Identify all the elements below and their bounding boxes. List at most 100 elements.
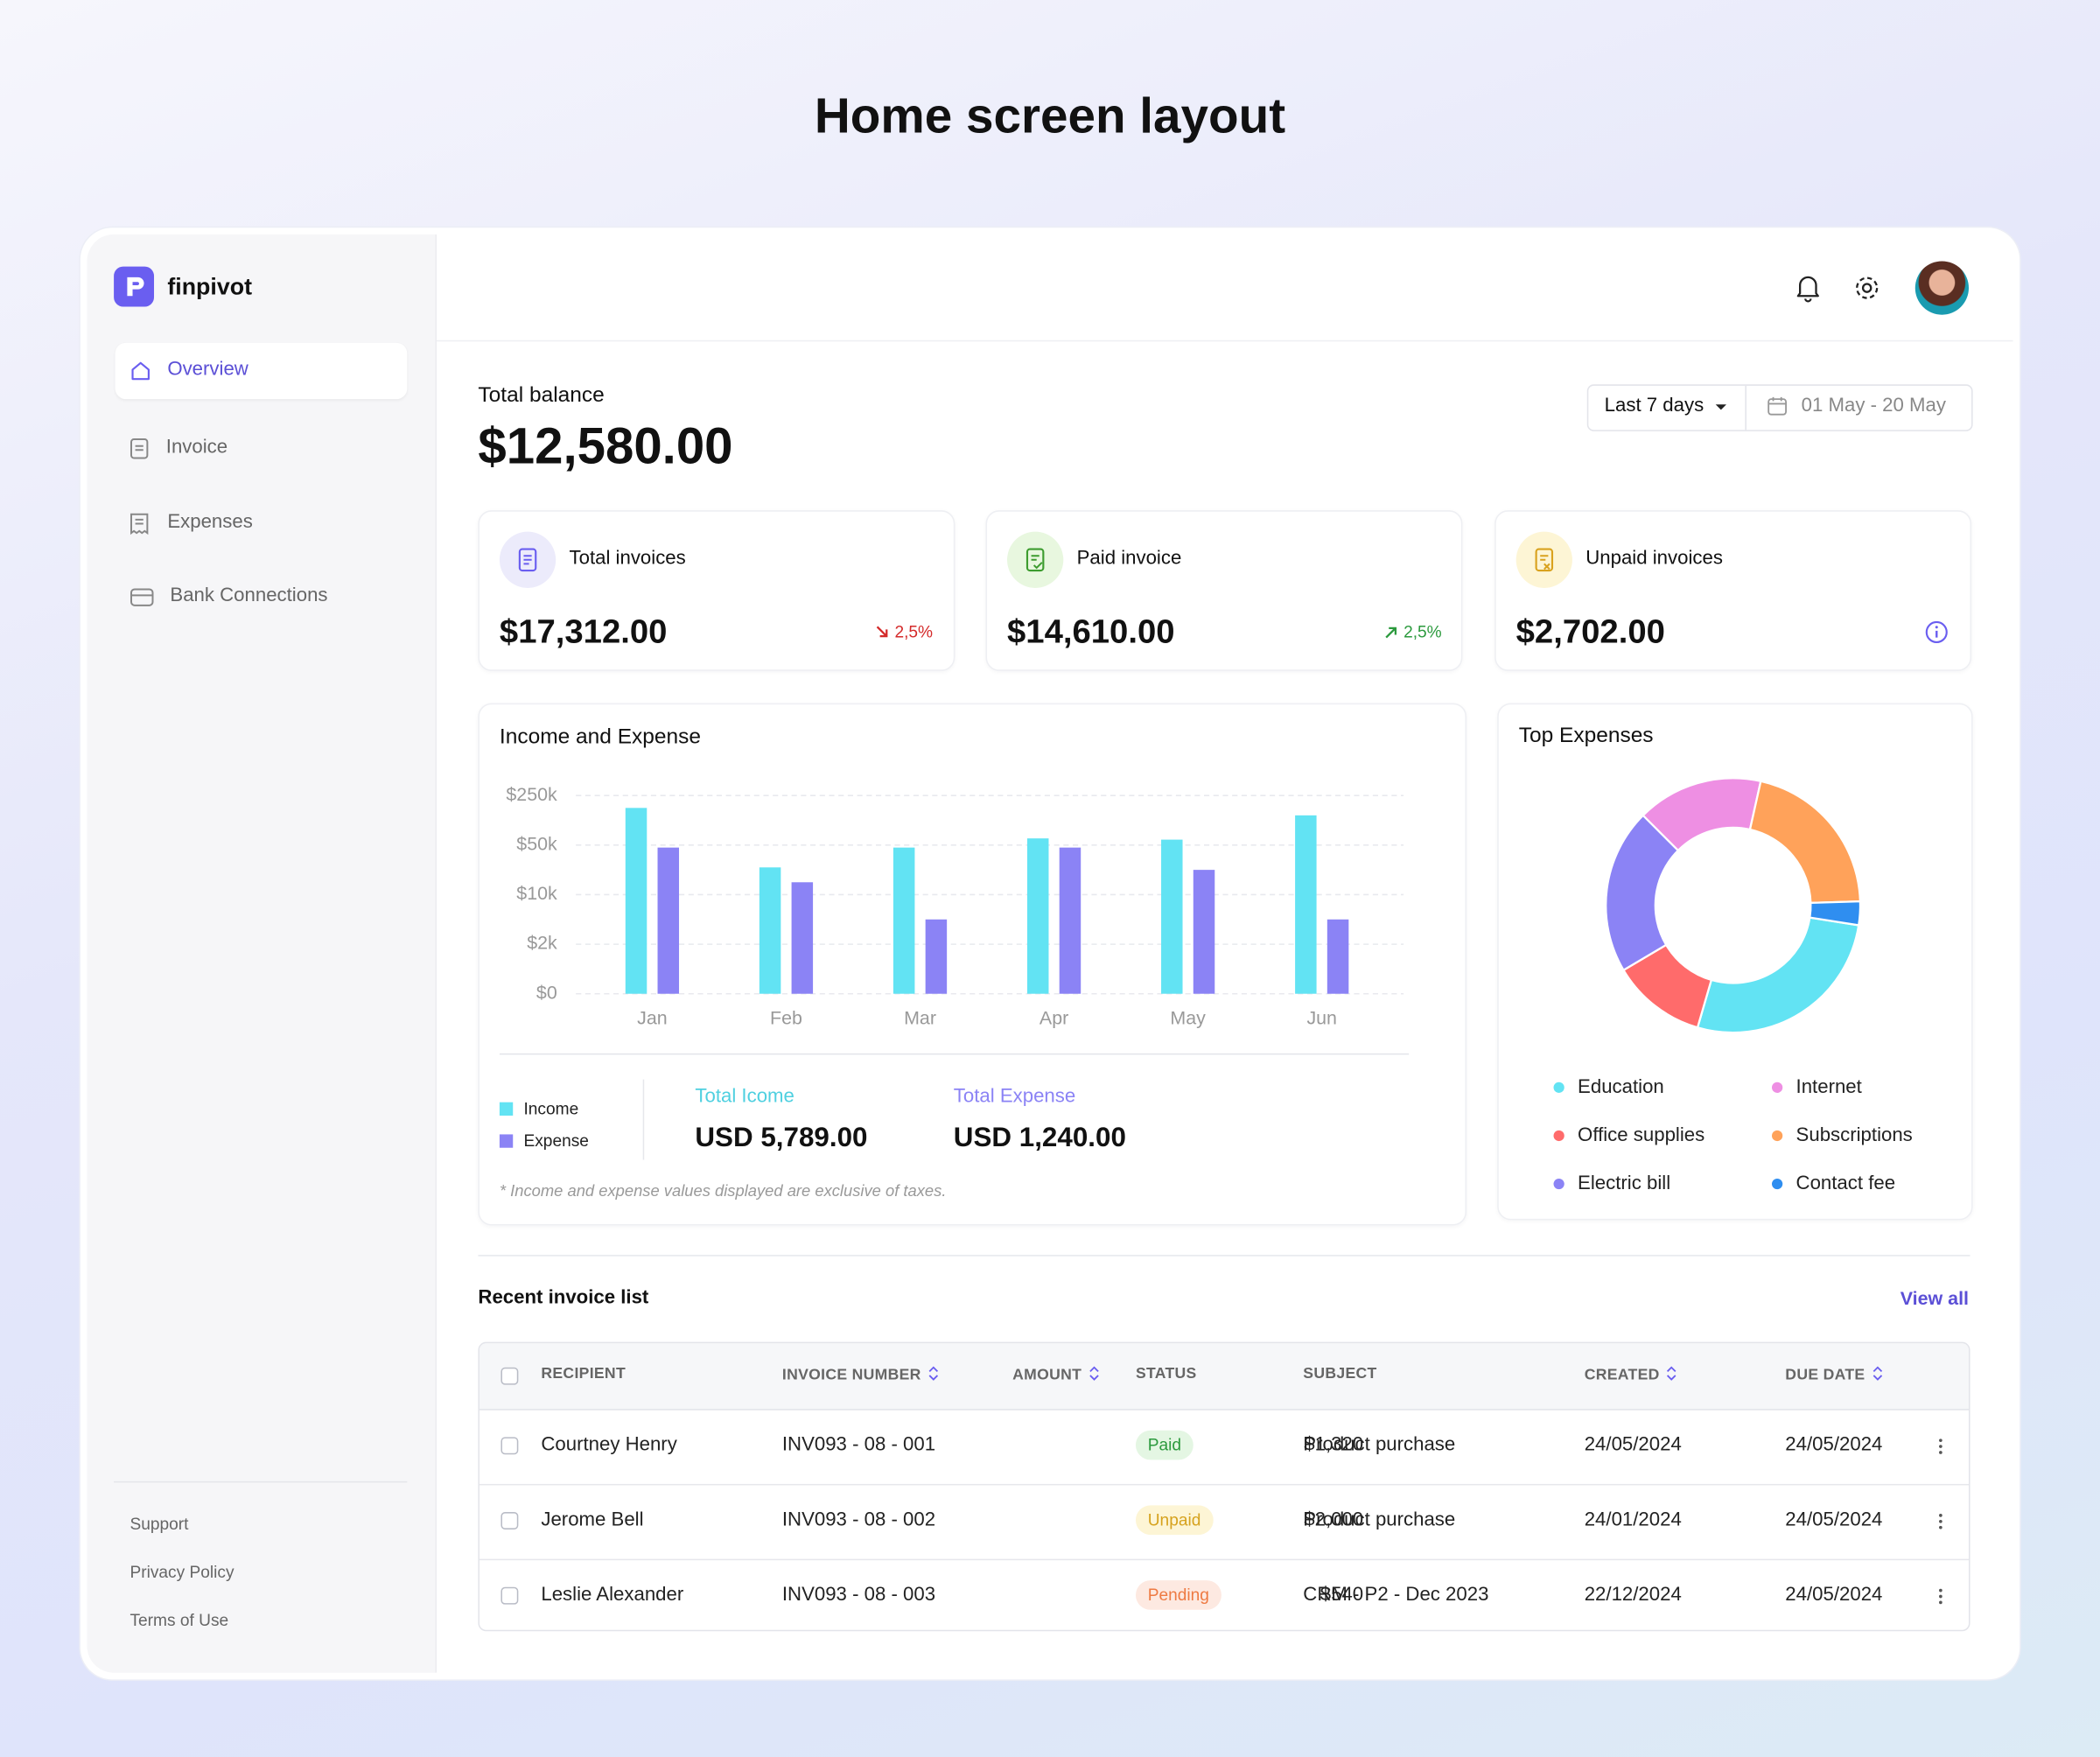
checkbox[interactable] xyxy=(500,1437,519,1455)
row-menu[interactable] xyxy=(1936,1587,1944,1613)
bar xyxy=(1193,870,1215,994)
legend-swatch xyxy=(499,1102,514,1116)
column-header[interactable]: AMOUNT xyxy=(1012,1366,1099,1384)
bar xyxy=(759,867,781,994)
bar xyxy=(625,808,648,994)
info-icon[interactable] xyxy=(1924,620,1949,645)
view-all[interactable]: View all xyxy=(1900,1286,1969,1309)
bar xyxy=(1059,847,1082,994)
topbar-divider xyxy=(436,340,2013,342)
card-label: Unpaid invoices xyxy=(1586,548,1723,570)
footer-link[interactable]: Terms of Use xyxy=(130,1611,229,1630)
bar xyxy=(791,882,814,994)
legend-item: Income xyxy=(499,1093,589,1125)
kebab-icon xyxy=(1939,1588,1942,1605)
bell-icon[interactable] xyxy=(1795,273,1822,303)
bar-chart: $0 $2k $10k $50k $250k Jan Feb Mar Apr May Jun xyxy=(499,784,1410,1055)
bar xyxy=(892,847,915,994)
page-title: Home screen layout xyxy=(814,88,1286,144)
x-tick-label: May xyxy=(1170,1007,1206,1028)
amount: $1,320 xyxy=(1304,1434,1364,1456)
footer-link[interactable]: Privacy Policy xyxy=(130,1563,234,1582)
table-cell: 24/05/2024 xyxy=(1785,1434,1883,1456)
balance-amount: $12,580.00 xyxy=(478,419,733,476)
legend: Income Expense xyxy=(499,1093,589,1157)
checkbox[interactable] xyxy=(500,1512,519,1530)
column-header[interactable]: DUE DATE xyxy=(1785,1366,1882,1384)
legend-dot xyxy=(1771,1082,1783,1093)
date-filter xyxy=(1586,384,1973,431)
up-arrow xyxy=(1385,626,1397,639)
y-tick-label: $10k xyxy=(516,883,557,904)
table-cell: 24/05/2024 xyxy=(1785,1584,1883,1606)
legend-divider xyxy=(642,1079,645,1160)
status-badge: Pending xyxy=(1135,1580,1222,1610)
kebab-icon xyxy=(1939,1438,1942,1454)
footer-link[interactable]: Support xyxy=(130,1515,189,1534)
card-label: Total invoices xyxy=(569,548,686,570)
settings-icon[interactable] xyxy=(1852,273,1882,303)
legend-dot xyxy=(1553,1082,1564,1093)
x-tick-label: Apr xyxy=(1040,1007,1068,1028)
icon-bank xyxy=(130,588,154,606)
row-menu[interactable] xyxy=(1936,1437,1944,1462)
table-cell: INV093 - 08 - 002 xyxy=(781,1508,936,1531)
x-tick-label: Jan xyxy=(637,1007,668,1028)
nav-item[interactable]: Overview xyxy=(167,359,248,381)
summary-label: Total Icome xyxy=(695,1086,794,1108)
bar xyxy=(925,919,948,994)
nav-item[interactable]: Bank Connections xyxy=(170,584,328,607)
checkbox[interactable] xyxy=(500,1367,519,1385)
legend-dot xyxy=(1771,1178,1783,1190)
bar xyxy=(1295,815,1317,994)
avatar[interactable] xyxy=(1914,261,1969,315)
x-tick-label: Mar xyxy=(904,1007,936,1028)
row-menu[interactable] xyxy=(1936,1512,1944,1537)
row-divider xyxy=(479,1558,1969,1561)
legend-item: Internet xyxy=(1769,1074,1987,1102)
brand: finpivot xyxy=(167,273,253,300)
donut-chart xyxy=(1605,777,1862,1034)
bar xyxy=(1326,919,1349,994)
balance-label: Total balance xyxy=(478,384,605,408)
card-amount: $2,702.00 xyxy=(1516,613,1665,651)
legend-item: Contact fee xyxy=(1769,1171,1987,1198)
legend-label: Education xyxy=(1578,1076,1664,1099)
checkbox[interactable] xyxy=(500,1586,519,1605)
legend-dot xyxy=(1553,1178,1564,1190)
range-select[interactable]: Last 7 days xyxy=(1604,395,1704,417)
legend: Education Office supplies Electric bill Int… xyxy=(1550,1074,1987,1219)
summary-value: USD 1,240.00 xyxy=(953,1122,1126,1153)
kebab-icon xyxy=(1939,1514,1942,1530)
legend-item: Office supplies xyxy=(1550,1123,1768,1150)
legend-label: Expense xyxy=(523,1131,589,1151)
date-range[interactable]: 01 May - 20 May xyxy=(1801,395,1946,417)
bar xyxy=(657,847,680,994)
sort-icon xyxy=(1088,1366,1099,1384)
status-badge: Paid xyxy=(1135,1430,1194,1460)
table-cell: Product purchase xyxy=(1303,1434,1456,1456)
logo-mark xyxy=(127,276,144,297)
card-label: Paid invoice xyxy=(1076,548,1182,570)
status-badge: Unpaid xyxy=(1135,1505,1214,1536)
column-header: SUBJECT xyxy=(1303,1366,1377,1382)
column-header: STATUS xyxy=(1135,1366,1197,1382)
summary-value: USD 5,789.00 xyxy=(695,1122,868,1153)
card-amount: $14,610.00 xyxy=(1007,613,1175,651)
stat-card xyxy=(478,510,956,671)
legend-item: Subscriptions xyxy=(1769,1123,1987,1150)
nav-item[interactable]: Invoice xyxy=(165,436,228,458)
column-header: RECIPIENT xyxy=(541,1366,626,1382)
amount: $540 xyxy=(1320,1584,1364,1606)
column-header[interactable]: INVOICE NUMBER xyxy=(782,1366,939,1384)
legend-item: Electric bill xyxy=(1550,1171,1768,1198)
summary-label: Total Expense xyxy=(953,1086,1076,1108)
column-header[interactable]: CREATED xyxy=(1585,1366,1677,1384)
note: * Income and expense values displayed ar… xyxy=(499,1180,947,1200)
logo[interactable] xyxy=(114,266,155,307)
nav-item[interactable]: Expenses xyxy=(167,511,253,534)
table-cell: CRM - P2 - Dec 2023 xyxy=(1303,1584,1489,1606)
nav-active-bg[interactable] xyxy=(115,342,408,400)
donut-segment xyxy=(1808,900,1862,927)
